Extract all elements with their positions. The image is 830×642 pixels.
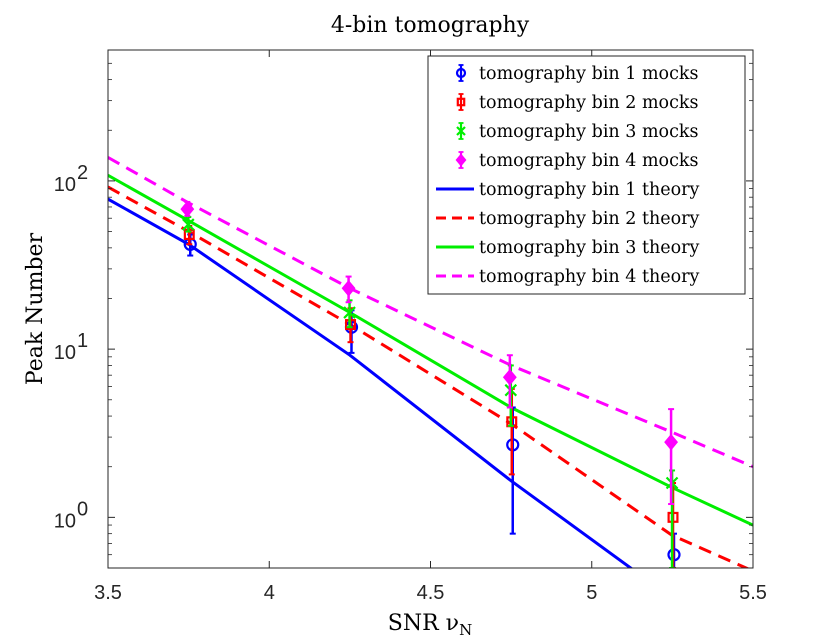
- legend-label: tomography bin 4 mocks: [479, 151, 698, 171]
- y-tick-exponent: 0: [77, 498, 88, 520]
- legend-label: tomography bin 2 mocks: [479, 93, 698, 113]
- theory-line-bin-3: [108, 173, 753, 527]
- theory-line-bin-4: [108, 156, 753, 469]
- legend-marker: [455, 67, 467, 79]
- mock-series-bin-4: [180, 200, 679, 506]
- legend-item-3: tomography bin 3 mocks: [456, 122, 698, 142]
- y-tick-exponent: 1: [77, 330, 88, 352]
- y-tick-exponent: 2: [77, 162, 88, 184]
- legend-label: tomography bin 2 theory: [479, 209, 700, 229]
- plot-area: [108, 156, 753, 568]
- legend-item-8: tomography bin 4 theory: [436, 267, 700, 287]
- x-tick-label: 3.5: [94, 582, 122, 604]
- x-tick-label: 4: [264, 582, 275, 604]
- legend-item-2: tomography bin 2 mocks: [456, 93, 698, 113]
- data-point-bin-4: [180, 200, 195, 218]
- chart-title: 4-bin tomography: [331, 13, 530, 38]
- data-point-bin-4: [341, 279, 356, 297]
- legend-marker: [455, 153, 467, 167]
- legend-item-6: tomography bin 2 theory: [436, 209, 700, 229]
- x-tick-label: 5: [586, 582, 597, 604]
- y-axis-label: Peak Number: [23, 232, 48, 385]
- legend-item-4: tomography bin 4 mocks: [455, 151, 698, 171]
- x-tick-label: 4.5: [417, 582, 445, 604]
- legend-box: [427, 55, 746, 295]
- theory-line-bin-1: [108, 197, 634, 568]
- data-point-bin-3: [343, 306, 356, 319]
- y-tick-label: 10: [54, 174, 76, 196]
- data-point-bin-4: [502, 368, 517, 386]
- theory-line-bin-2: [108, 185, 750, 568]
- x-axis-label: SNR νN: [388, 611, 472, 639]
- data-point-bin-3: [182, 218, 195, 231]
- legend-item-7: tomography bin 3 theory: [436, 238, 700, 258]
- legend-marker: [456, 126, 466, 136]
- legend-item-5: tomography bin 1 theory: [436, 180, 700, 200]
- legend-label: tomography bin 1 mocks: [479, 64, 698, 84]
- legend: tomography bin 1 mocks tomography bin 2 m…: [427, 55, 746, 295]
- y-tick-label: 10: [54, 510, 76, 532]
- x-tick-label: 5.5: [739, 582, 767, 604]
- legend-label: tomography bin 1 theory: [479, 180, 700, 200]
- data-point-bin-4: [664, 433, 679, 451]
- legend-item-1: tomography bin 1 mocks: [455, 64, 698, 84]
- legend-label: tomography bin 4 theory: [479, 267, 700, 287]
- legend-label: tomography bin 3 theory: [479, 238, 700, 258]
- legend-label: tomography bin 3 mocks: [479, 122, 698, 142]
- legend-marker: [456, 97, 466, 107]
- y-tick-label: 10: [54, 342, 76, 364]
